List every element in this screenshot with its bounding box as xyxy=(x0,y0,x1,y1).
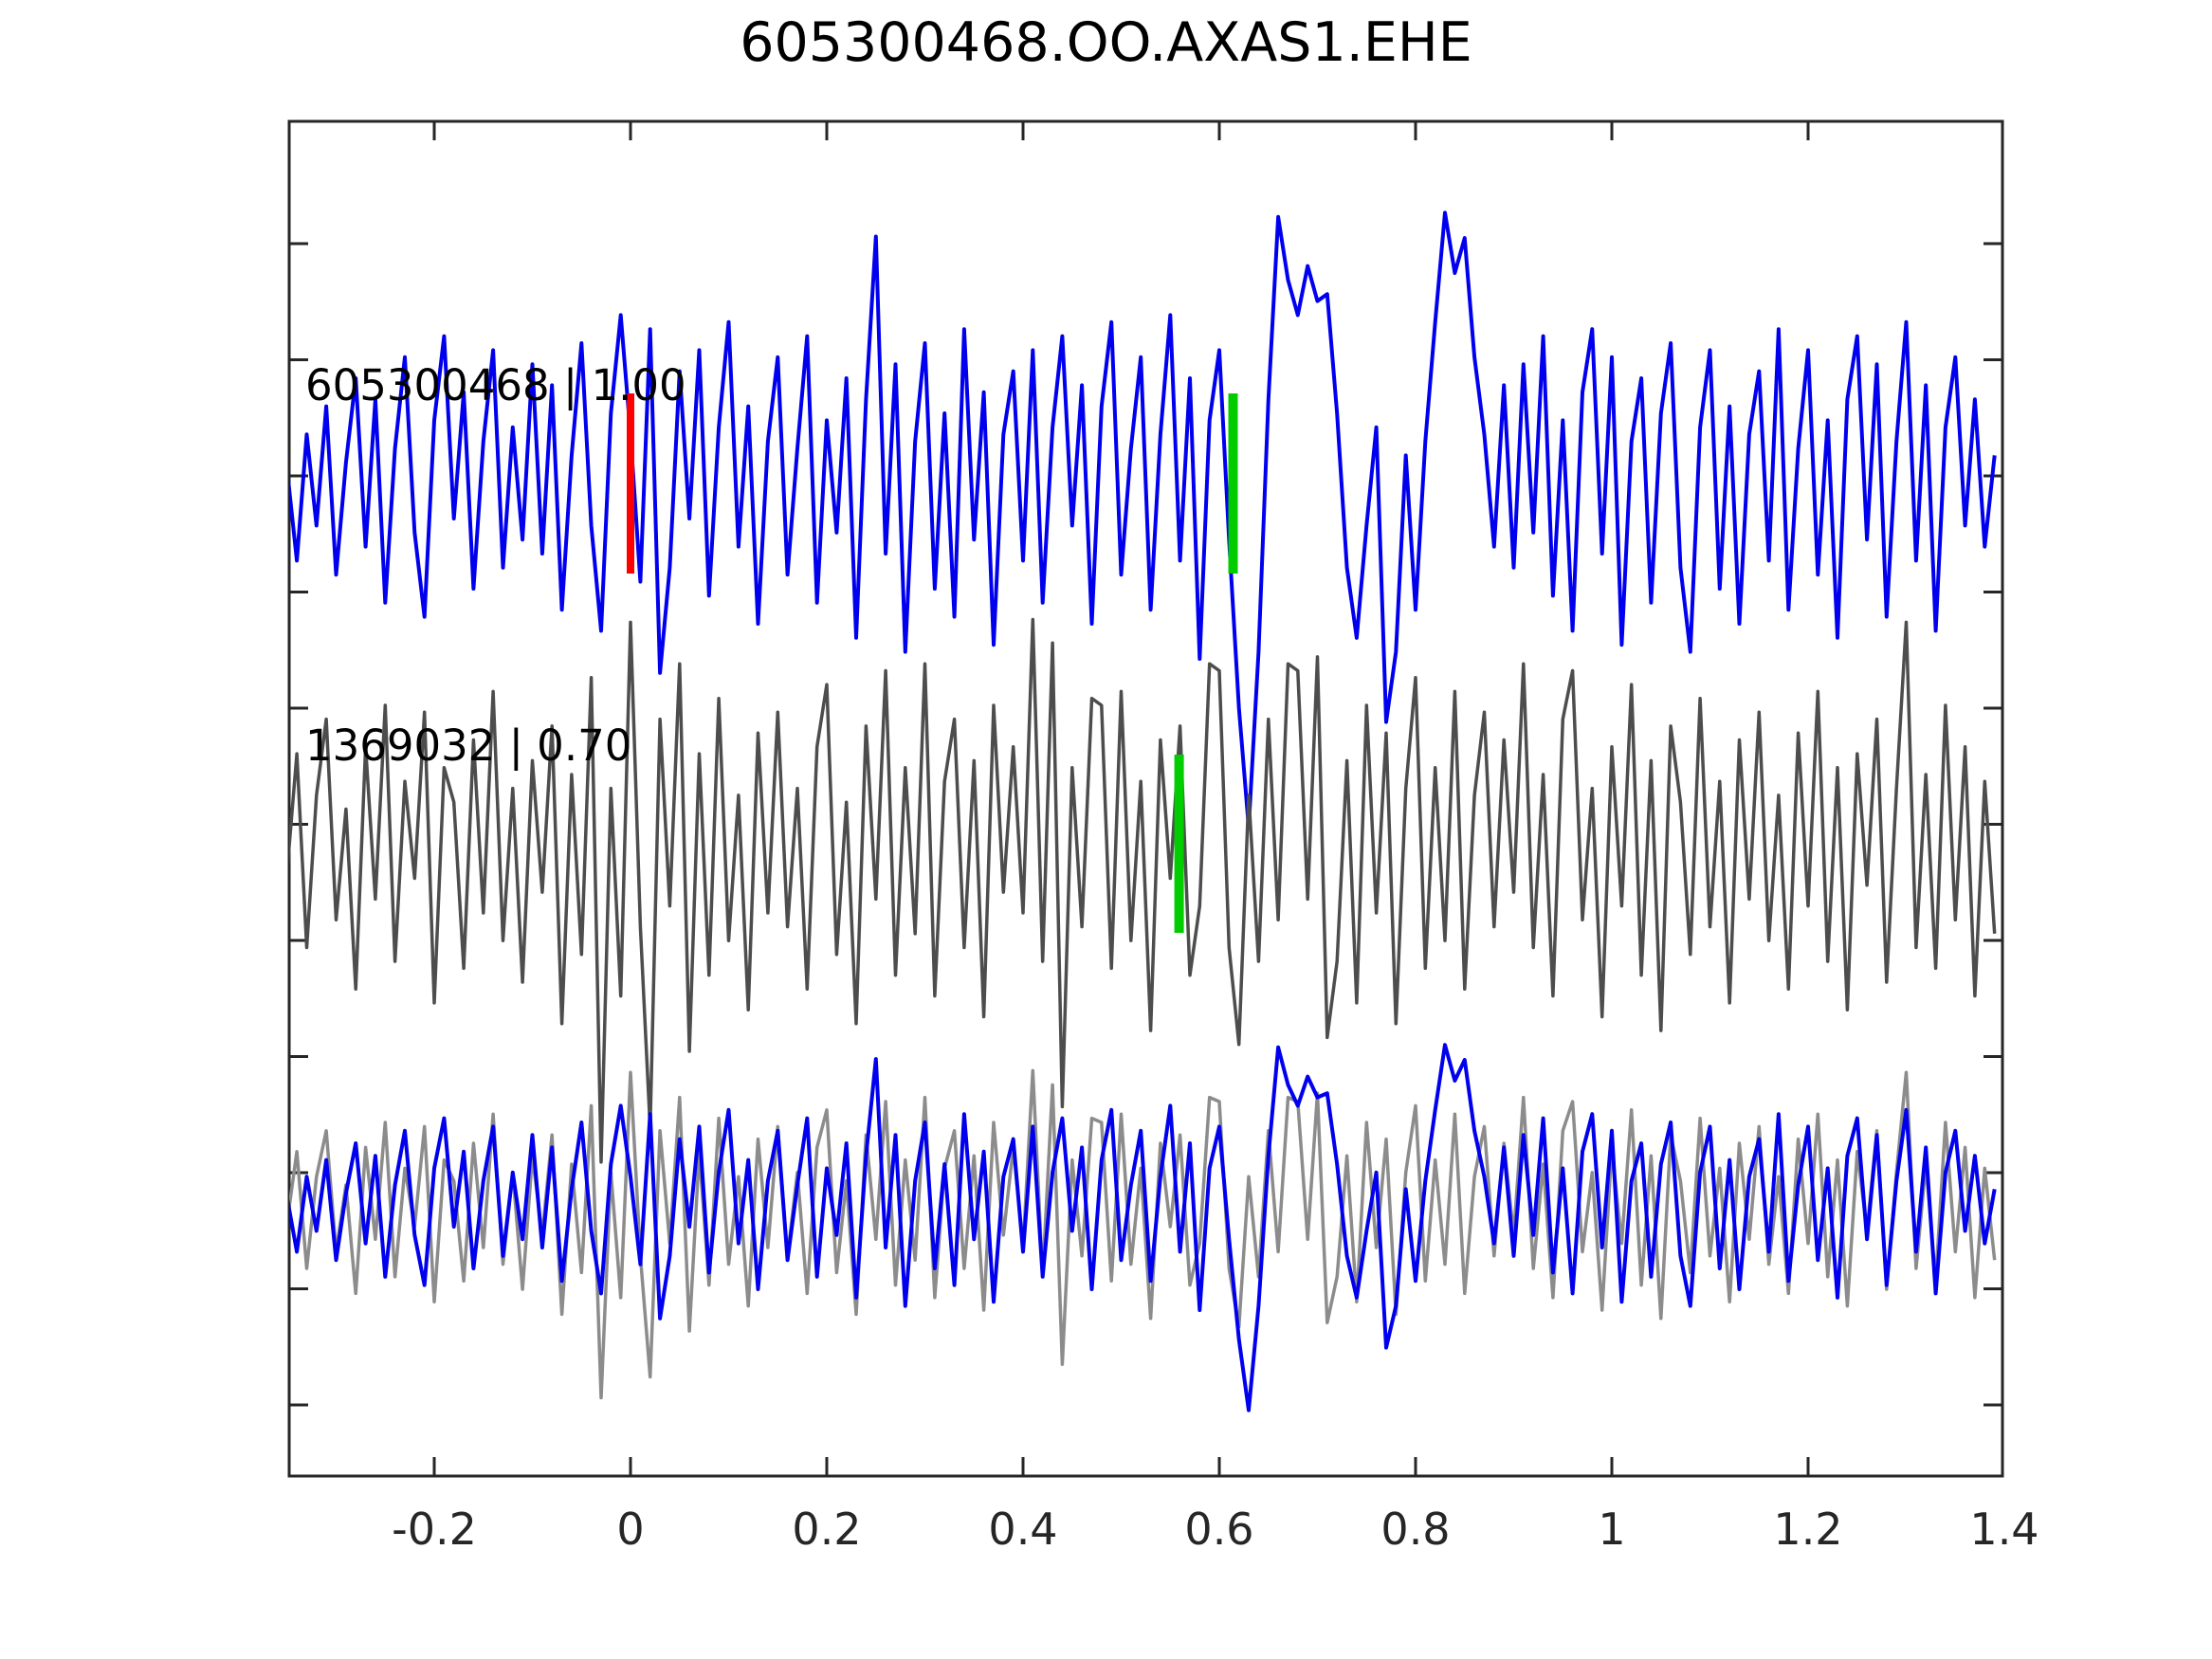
plot-frame xyxy=(287,119,2004,1478)
chart-title: 605300468.OO.AXAS1.EHE xyxy=(740,11,1472,74)
trace-overlay-detection xyxy=(289,1043,1997,1413)
pick-marker-red xyxy=(627,393,634,574)
x-tick-label: 0.8 xyxy=(1380,1504,1451,1555)
x-tick-label: 0.4 xyxy=(988,1504,1058,1555)
x-tick-label: 0.6 xyxy=(1184,1504,1254,1555)
trace1-label: 605300468 | 1.00 xyxy=(305,360,686,410)
x-tick-label: 1.4 xyxy=(1969,1504,2039,1555)
x-tick-label: 1 xyxy=(1598,1504,1626,1555)
pick-marker-green xyxy=(1228,393,1238,574)
trace-overlay-template xyxy=(289,1068,1997,1400)
x-tick-label: 0.2 xyxy=(792,1504,862,1555)
x-tick-label: 0 xyxy=(616,1504,645,1555)
x-tick-label: 1.2 xyxy=(1773,1504,1843,1555)
trace-template xyxy=(289,617,1997,1164)
pick-marker-green xyxy=(1174,755,1184,933)
trace2-label: 1369032 | 0.70 xyxy=(305,720,632,771)
trace-detection xyxy=(289,210,1997,830)
x-tick-label: -0.2 xyxy=(392,1504,477,1555)
